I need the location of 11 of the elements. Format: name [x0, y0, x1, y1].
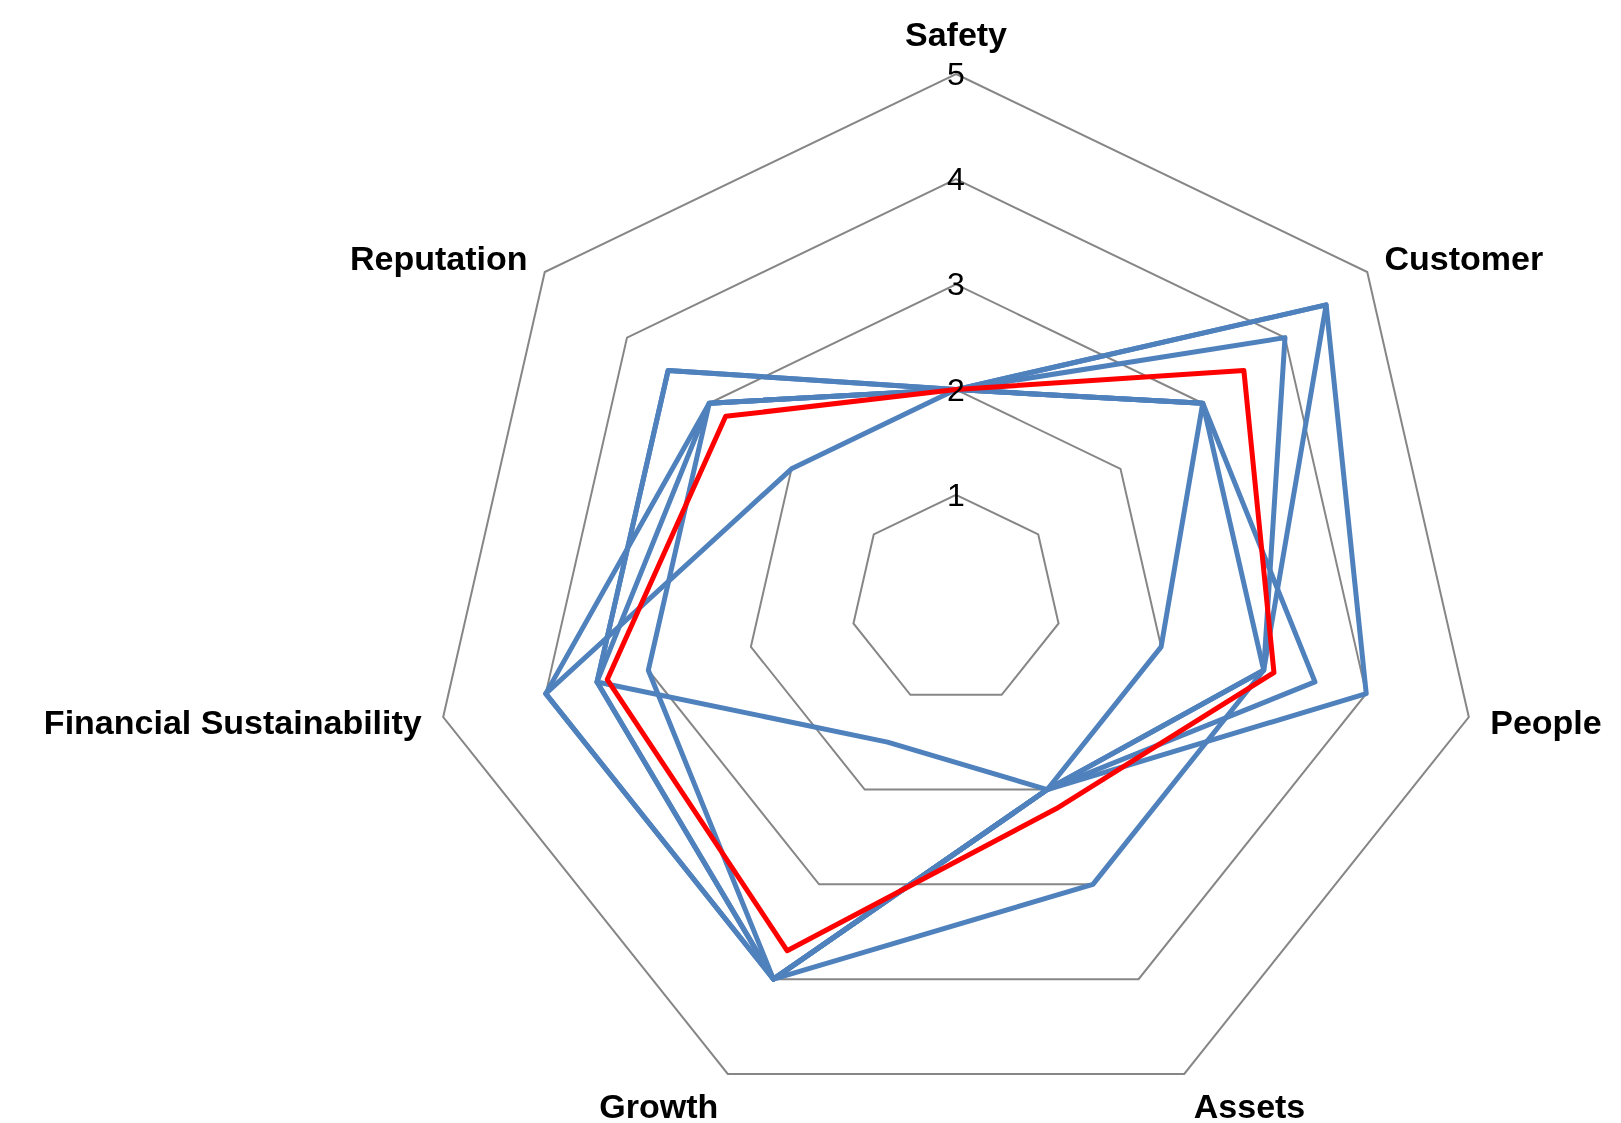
- spoke-label: Growth: [599, 1086, 719, 1123]
- y-tick-label: 5: [947, 56, 965, 92]
- spoke-label: People: [1490, 702, 1602, 741]
- spoke-label: Customer: [1384, 239, 1544, 278]
- spoke-label: Reputation: [350, 239, 528, 278]
- y-tick-label: 1: [947, 476, 965, 513]
- spoke-label: Safety: [904, 15, 1008, 53]
- spoke-label: Financial Sustainability: [43, 702, 422, 741]
- y-tick-label: 4: [947, 161, 965, 198]
- y-tick-label: 3: [947, 266, 965, 303]
- spoke-label: Assets: [1193, 1086, 1306, 1123]
